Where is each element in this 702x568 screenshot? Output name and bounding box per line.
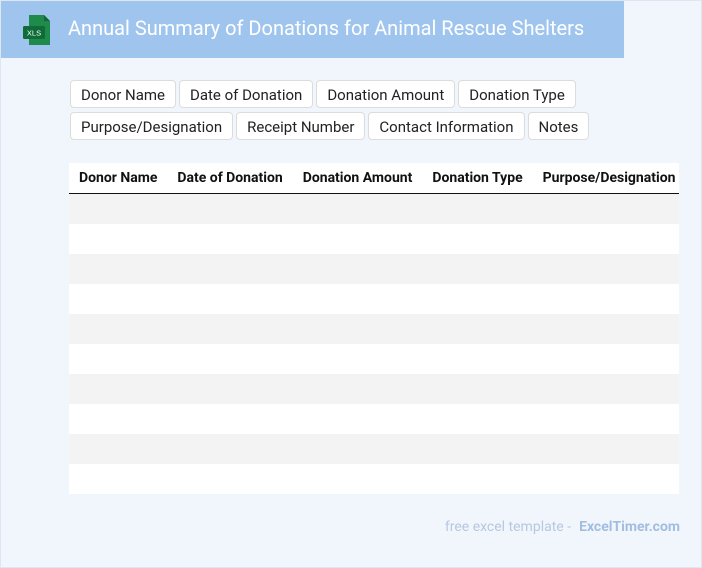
table-row: [69, 374, 679, 404]
column-tag[interactable]: Contact Information: [368, 112, 525, 140]
column-tag[interactable]: Donation Amount: [316, 80, 456, 108]
table-row: [69, 404, 679, 434]
table-body: [69, 194, 679, 494]
xls-icon: XLS: [23, 15, 50, 45]
table-header: Donor Name Date of Donation Donation Amoun…: [69, 163, 679, 194]
table-row: [69, 314, 679, 344]
column-tag[interactable]: Purpose/Designation: [70, 112, 234, 140]
table-row: [69, 224, 679, 254]
column-tags: Donor Name Date of Donation Donation Amoun…: [70, 80, 600, 140]
table-row: [69, 254, 679, 284]
footer-link[interactable]: ExcelTimer.com: [579, 519, 680, 535]
column-header: Donation Type: [432, 170, 523, 186]
data-table: Donor Name Date of Donation Donation Amoun…: [69, 163, 679, 494]
column-header: Date of Donation: [177, 170, 283, 186]
table-row: [69, 284, 679, 314]
icon-label: XLS: [27, 29, 41, 38]
column-tag[interactable]: Donor Name: [70, 80, 177, 108]
column-header: Purpose/Designation: [542, 170, 676, 186]
table-row: [69, 344, 679, 374]
column-tag[interactable]: Receipt Number: [236, 112, 366, 140]
column-tag[interactable]: Date of Donation: [179, 80, 314, 108]
table-row: [69, 434, 679, 464]
table-row: [69, 194, 679, 224]
header: XLS Annual Summary of Donations for Anim…: [1, 1, 624, 58]
column-header: Donor Name: [79, 170, 158, 186]
column-tag[interactable]: Donation Type: [458, 80, 576, 108]
footer: free excel template - ExcelTimer.com: [445, 519, 680, 535]
page-title: Annual Summary of Donations for Animal R…: [68, 16, 585, 40]
footer-text: free excel template -: [444, 519, 572, 535]
table-row: [69, 464, 679, 494]
column-header: Donation Amount: [302, 170, 413, 186]
column-tag[interactable]: Notes: [527, 112, 590, 140]
